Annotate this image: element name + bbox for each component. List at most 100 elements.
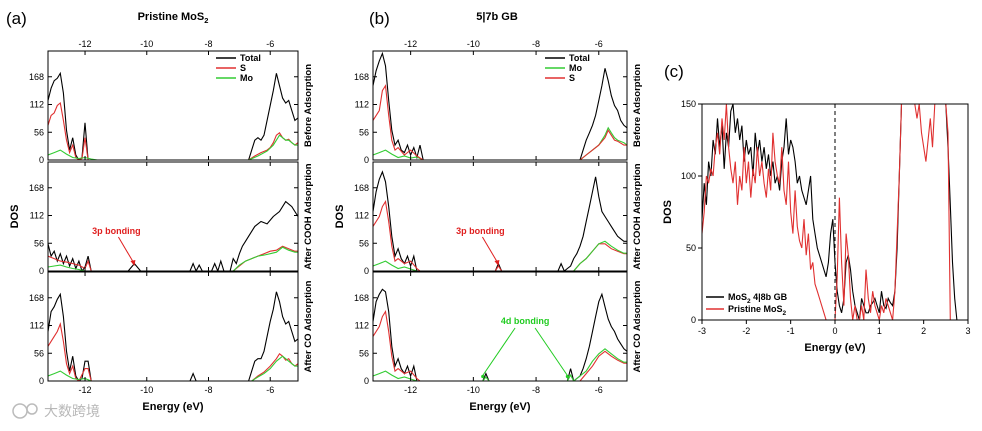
- panel-a-chart: -12 -10 -8 -6 -12 -10 -8 -6 Energy (eV) DOS 0 56 112…: [9, 39, 314, 413]
- panel-a-y-tick-label: 112: [30, 211, 44, 221]
- panel-a-series-mo-line: [48, 246, 298, 271]
- panel-a-title: Pristine MoS2: [138, 11, 209, 25]
- panel-a-y-tick-label: 168: [29, 72, 44, 82]
- panel-c-legend-name: Pristine MoS: [728, 304, 783, 314]
- panel-a-annotation-label: 3p bonding: [92, 226, 141, 236]
- panel-a-y-tick-label: 0: [39, 155, 44, 165]
- panel-a-legend-label: S: [240, 63, 246, 73]
- panel-a-y-tick-label: 112: [30, 321, 44, 331]
- panel-b-annotation-label: 3p bonding: [456, 226, 505, 236]
- panel-b-annotation-arrow: [534, 327, 568, 376]
- panel-a-series-s-line: [48, 322, 298, 381]
- panel-b-title: 5|7b GB: [476, 11, 518, 23]
- panel-b-x-axis-label: Energy (eV): [469, 401, 530, 413]
- panel-b-chart: -12 -10 -8 -6 -12 -10 -8 -6 Energy (eV) DOS 0 56 112…: [334, 39, 643, 413]
- panel-a-annotation-arrowhead: [130, 260, 136, 267]
- panel-a-bottom-tick-label: -10: [140, 385, 153, 395]
- panel-b-subplot-side-label: Before Adsorption: [632, 64, 643, 147]
- panel-c-y-tick-label: 100: [681, 171, 696, 181]
- panel-c-y-tick-label: 150: [681, 99, 696, 109]
- panel-a-series-mo-line: [48, 134, 298, 160]
- panel-b-top-tick-label: -8: [532, 39, 540, 49]
- panel-b-series-mo-line: [373, 240, 627, 271]
- panel-a-y-tick-label: 0: [39, 376, 44, 386]
- panel-a-subplot-2: 0 56 112 168 After COOH Adsorption 3p bonding: [29, 161, 314, 276]
- panel-a-legend-label: Mo: [240, 73, 253, 83]
- panel-c-legend-label: Pristine MoS2: [728, 304, 787, 317]
- panel-b-series-s-line: [373, 200, 627, 271]
- panel-a-legend-label: Total: [240, 53, 261, 63]
- panel-b-top-tick-label: -6: [595, 39, 603, 49]
- panel-a-series-total-line: [48, 200, 298, 271]
- panel-b-y-tick-label: 112: [355, 321, 369, 331]
- panel-a-annotation-arrow: [117, 236, 135, 265]
- panel-b-bottom-tick-label: -10: [467, 385, 480, 395]
- panel-c-x-tick-label: -2: [742, 326, 750, 336]
- panel-a-y-tick-label: 168: [29, 293, 44, 303]
- watermark-logo-icon-2: [26, 403, 38, 415]
- panel-a-series-mo-line: [48, 355, 298, 381]
- panel-a-series-s-line: [48, 245, 298, 271]
- panel-c-x-tick-label: 1: [877, 326, 882, 336]
- panel-a-subplot-frame: [47, 161, 299, 272]
- panel-a-subplot-side-label: After COOH Adsorption: [303, 163, 314, 269]
- panel-a-subplot-side-label: After CO Adsorption: [303, 280, 314, 372]
- panel-b-y-tick-label: 112: [355, 211, 369, 221]
- panel-c-x-axis-label: Energy (eV): [804, 342, 865, 354]
- panel-b-top-tick-label: -10: [467, 39, 480, 49]
- panel-letter-b: (b): [369, 9, 390, 28]
- panel-b-subplot-frame: [372, 271, 628, 382]
- panel-a-top-tick-label: -6: [266, 39, 274, 49]
- panel-letter-a: (a): [6, 9, 27, 28]
- panel-c-legend-suffix: 4|8b GB: [751, 292, 788, 302]
- panel-a-series-total-line: [48, 71, 298, 160]
- panel-a-subplot-frame: [47, 271, 299, 382]
- panel-b-top-tick-label: -12: [404, 39, 417, 49]
- panel-letter-c: (c): [664, 62, 684, 81]
- panel-c-legend-name: MoS: [728, 292, 747, 302]
- panel-c-x-tick-label: 2: [921, 326, 926, 336]
- panel-b-bottom-tick-label: -6: [595, 385, 603, 395]
- panel-b-annotation-arrow: [482, 236, 499, 265]
- panel-b-subplot-side-label: After COOH Adsorption: [632, 163, 643, 269]
- panel-b-subplot-frame: [372, 161, 628, 272]
- panel-b-legend-label: Mo: [569, 63, 582, 73]
- panel-b-y-tick-label: 56: [359, 127, 369, 137]
- panel-b-series-s-line: [373, 84, 627, 160]
- panel-b-y-tick-label: 168: [354, 293, 369, 303]
- panel-a-series-total-line: [48, 291, 298, 381]
- panel-a-top-tick-label: -12: [79, 39, 92, 49]
- panel-b-annotation-arrow: [482, 327, 516, 376]
- panel-a-bottom-tick-label: -8: [204, 385, 212, 395]
- panel-a-y-tick-label: 0: [39, 266, 44, 276]
- panel-c-legend-label: MoS2 4|8b GB: [728, 292, 788, 305]
- panel-c-y-tick-label: 50: [686, 243, 696, 253]
- panel-a-y-tick-label: 112: [30, 100, 44, 110]
- watermark-logo-icon: [12, 403, 28, 419]
- panel-b-y-tick-label: 56: [359, 238, 369, 248]
- panel-b-y-tick-label: 0: [364, 376, 369, 386]
- panel-b-annotation-arrowhead: [481, 374, 485, 379]
- panel-a-bottom-tick-label: -6: [266, 385, 274, 395]
- panel-c-x-tick-label: -1: [787, 326, 795, 336]
- panel-c-series-gb-line: [702, 104, 968, 320]
- panel-b-subplot-frame: [372, 50, 628, 161]
- panel-a-y-tick-label: 168: [29, 183, 44, 193]
- panel-a-x-axis-label: Energy (eV): [142, 401, 203, 413]
- panel-b-y-tick-label: 168: [354, 183, 369, 193]
- panel-a-top-tick-label: -10: [140, 39, 153, 49]
- panel-b-y-tick-label: 168: [354, 72, 369, 82]
- panel-c-x-tick-label: -3: [698, 326, 706, 336]
- panel-b-series-s-line: [373, 310, 627, 381]
- panel-b-series-total-line: [373, 288, 627, 381]
- watermark: 大数跨境: [12, 403, 100, 419]
- panel-b-subplot-side-label: After CO Adsorption: [632, 280, 643, 372]
- panel-c-series-pristine-line: [702, 104, 968, 320]
- panel-b-subplot-3: 0 56 112 168 After CO Adsorption 4d bonding: [354, 271, 643, 386]
- panel-b-y-tick-label: 56: [359, 348, 369, 358]
- panel-a-subplot-frame: [47, 50, 299, 161]
- panel-c-y-tick-label: 0: [691, 315, 696, 325]
